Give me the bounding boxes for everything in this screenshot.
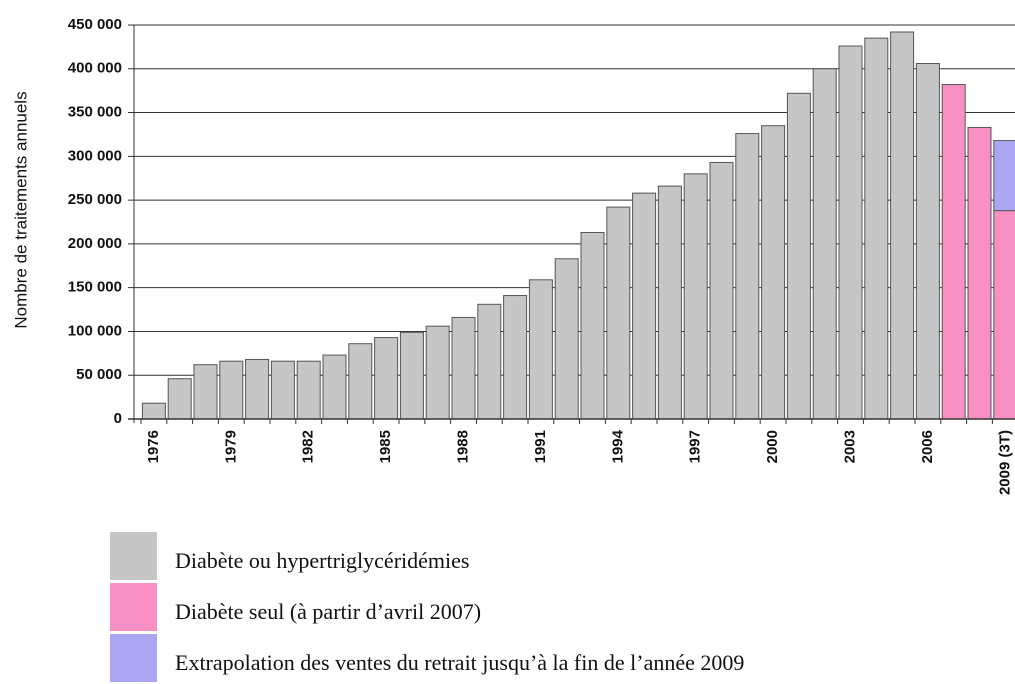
bar xyxy=(193,364,218,420)
legend-swatch xyxy=(110,532,157,580)
y-tick-label: 250 000 xyxy=(68,191,122,208)
legend-swatch xyxy=(110,634,157,682)
y-tick-label: 300 000 xyxy=(68,147,122,164)
bar xyxy=(683,173,708,420)
y-tick-label: 400 000 xyxy=(68,60,122,77)
x-tick-label: 1979 xyxy=(222,430,239,463)
bar xyxy=(554,258,579,420)
bar xyxy=(812,68,837,420)
x-tick-label: 2006 xyxy=(919,430,936,463)
bar xyxy=(838,45,863,420)
y-tick-label: 150 000 xyxy=(68,279,122,296)
y-tick-label: 350 000 xyxy=(68,104,122,121)
bar xyxy=(451,316,476,420)
bar xyxy=(657,185,682,420)
bar xyxy=(761,125,786,420)
bar xyxy=(709,161,734,420)
bar xyxy=(167,378,192,420)
bar xyxy=(425,325,450,420)
y-tick-label: 200 000 xyxy=(68,235,122,252)
bar xyxy=(477,303,502,420)
x-tick-label: 2009 (3T) xyxy=(996,430,1013,495)
bar xyxy=(632,192,657,420)
y-axis-label: Nombre de traitements annuels xyxy=(11,91,30,328)
bar xyxy=(374,337,399,420)
bar xyxy=(141,402,166,420)
y-tick-label: 450 000 xyxy=(68,16,122,33)
y-tick-label: 100 000 xyxy=(68,322,122,339)
bar xyxy=(270,360,295,420)
bar xyxy=(296,360,321,420)
bar xyxy=(967,126,992,420)
bar xyxy=(993,140,1015,212)
x-tick-label: 2003 xyxy=(841,430,858,463)
x-tick-label: 1982 xyxy=(300,430,317,463)
bar xyxy=(580,232,605,420)
bar xyxy=(606,206,631,420)
bar xyxy=(864,37,889,420)
bar xyxy=(528,279,553,420)
legend-label: Diabète ou hypertriglycéridémies xyxy=(175,548,469,573)
x-tick-label: 1991 xyxy=(532,430,549,463)
x-tick-label: 1976 xyxy=(145,430,162,463)
bar xyxy=(219,360,244,420)
x-tick-label: 1988 xyxy=(454,430,471,463)
y-tick-label: 0 xyxy=(114,410,122,427)
bar xyxy=(503,295,528,420)
legend-swatch xyxy=(110,583,157,631)
legend-label: Extrapolation des ventes du retrait jusq… xyxy=(175,650,744,675)
x-tick-label: 1997 xyxy=(687,430,704,463)
bar xyxy=(399,331,424,420)
bar xyxy=(735,133,760,420)
x-tick-label: 1994 xyxy=(609,429,626,463)
legend-label: Diabète seul (à partir d’avril 2007) xyxy=(175,599,481,624)
bar xyxy=(993,210,1015,420)
x-tick-label: 2000 xyxy=(764,430,781,463)
bar xyxy=(348,343,373,420)
bar xyxy=(941,84,966,420)
bar xyxy=(245,358,270,420)
bar xyxy=(915,63,940,420)
bar xyxy=(322,354,347,420)
y-tick-label: 50 000 xyxy=(76,366,122,383)
x-tick-label: 1985 xyxy=(377,430,394,463)
bar xyxy=(786,92,811,420)
bar xyxy=(890,31,915,420)
